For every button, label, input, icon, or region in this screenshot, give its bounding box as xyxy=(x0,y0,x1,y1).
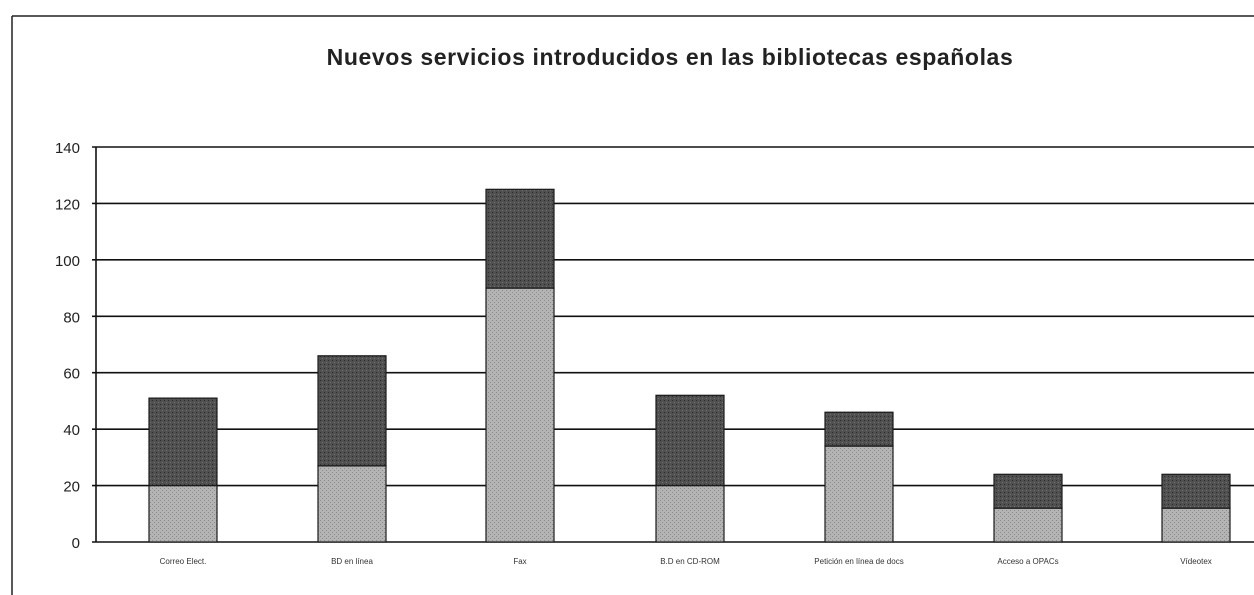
y-tick-label: 140 xyxy=(55,140,80,157)
y-tick-label: 80 xyxy=(63,309,80,326)
y-tick-label: 0 xyxy=(72,535,80,552)
bar-segment-upper xyxy=(486,189,554,288)
bar-segment-lower xyxy=(994,508,1062,542)
bar-segment-lower xyxy=(825,446,893,542)
x-tick-label: BD en línea xyxy=(331,557,373,566)
bar-segment-lower xyxy=(318,466,386,542)
bar-segment-upper xyxy=(318,356,386,466)
y-tick-label: 20 xyxy=(63,479,80,496)
x-tick-label: Acceso a OPACs xyxy=(997,557,1058,566)
y-tick-label: 60 xyxy=(63,366,80,383)
bar-segment-lower xyxy=(656,486,724,542)
x-tick-label: B.D en CD-ROM xyxy=(660,557,720,566)
bar-segment-upper xyxy=(149,398,217,485)
bar-segment-lower xyxy=(1162,508,1230,542)
bar-segment-upper xyxy=(656,395,724,485)
y-tick-label: 120 xyxy=(55,196,80,213)
bar-segment-upper xyxy=(825,412,893,446)
x-tick-label: Petición en línea de docs xyxy=(814,557,903,566)
bar-segment-lower xyxy=(149,486,217,542)
y-tick-label: 40 xyxy=(63,422,80,439)
x-tick-label: Fax xyxy=(513,557,526,566)
bar-segment-upper xyxy=(994,474,1062,508)
x-tick-label: Correo Elect. xyxy=(160,557,207,566)
x-tick-label: Vídeotex xyxy=(1180,557,1212,566)
bar-segment-lower xyxy=(486,288,554,542)
bar-segment-upper xyxy=(1162,474,1230,508)
y-tick-label: 100 xyxy=(55,253,80,270)
